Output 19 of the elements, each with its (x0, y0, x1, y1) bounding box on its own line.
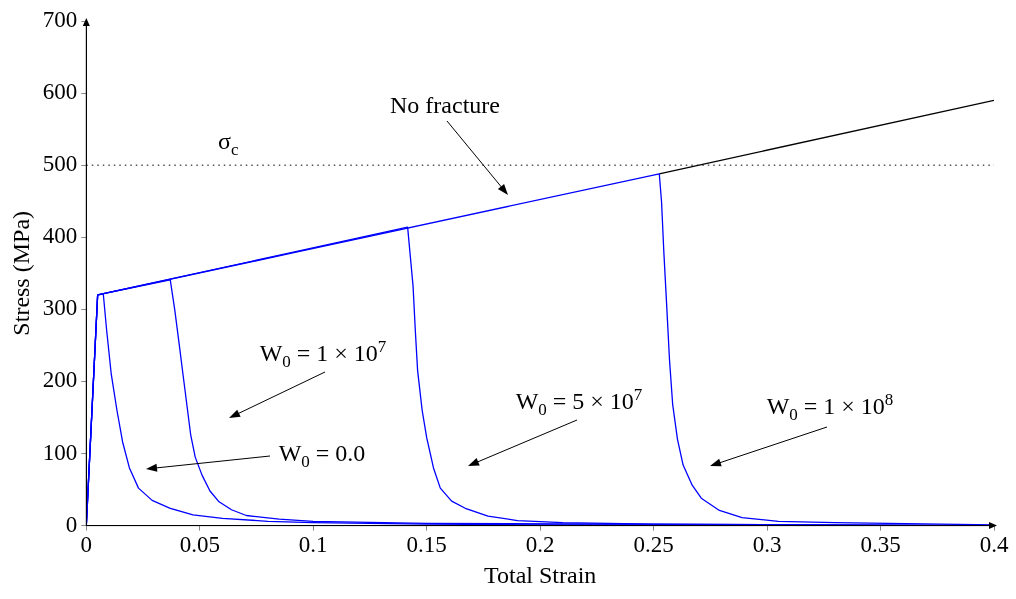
y-tick-label: 0 (65, 511, 78, 537)
x-tick-label: 0.35 (860, 532, 901, 558)
y-tick-label: 700 (42, 7, 78, 33)
y-tick-label: 600 (42, 79, 78, 105)
x-tick-label: 0.3 (752, 532, 782, 558)
x-tick-label: 0.2 (525, 532, 555, 558)
y-tick-label: 200 (42, 367, 78, 393)
x-axis-title: Total Strain (483, 561, 597, 588)
y-tick-label: 300 (42, 295, 78, 321)
annotation: No fracture (390, 92, 500, 119)
y-tick-label: 400 (42, 223, 78, 249)
x-tick-label: 0.05 (179, 532, 220, 558)
y-tick-label: 500 (42, 151, 78, 177)
x-tick-label: 0.15 (406, 532, 447, 558)
y-tick-label: 100 (42, 439, 78, 465)
y-axis-title: Stress (MPa) (7, 210, 34, 336)
x-tick-label: 0.4 (979, 532, 1009, 558)
x-tick-label: 0.25 (633, 532, 674, 558)
x-tick-label: 0.1 (298, 532, 328, 558)
